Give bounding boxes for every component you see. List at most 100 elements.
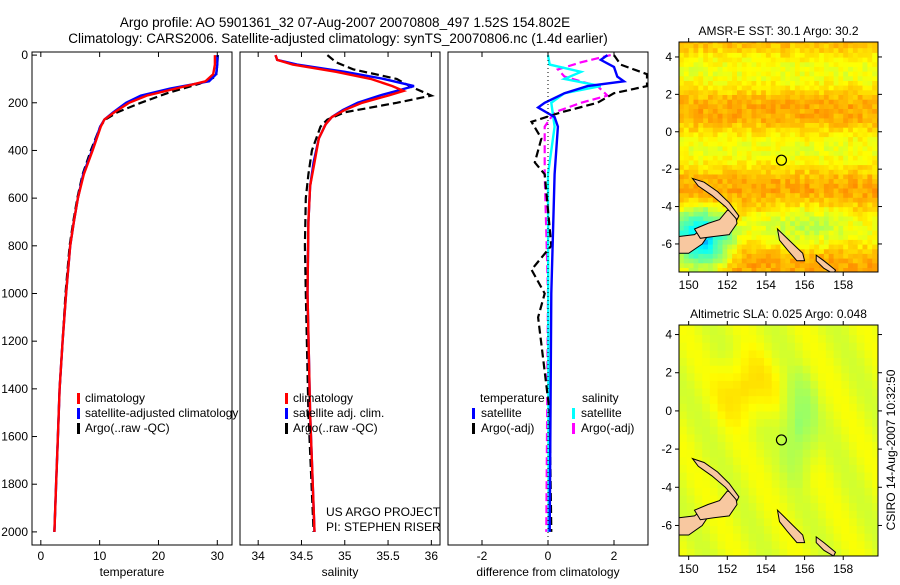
heatmap-cell [857, 80, 864, 86]
heatmap-cell [688, 225, 695, 231]
heatmap-cell [819, 141, 825, 147]
heatmap-cell [849, 494, 858, 504]
heatmap-cell [741, 103, 748, 109]
heatmap-cell [794, 365, 804, 374]
heatmap-cell [872, 229, 878, 236]
heatmap-cell [688, 262, 695, 268]
heatmap-cell [872, 325, 878, 328]
heatmap-cell [804, 150, 810, 156]
heatmap-cell [802, 325, 811, 328]
heatmap-cell [748, 372, 757, 381]
heatmap-cell [709, 494, 719, 504]
heatmap-cell [818, 517, 827, 526]
heatmap-cell [775, 262, 781, 268]
heatmap-cell [819, 122, 825, 128]
heatmap-cell [746, 173, 752, 180]
heatmap-cell [867, 220, 873, 226]
heatmap-cell [867, 253, 873, 259]
heatmap-cell [712, 150, 719, 156]
heatmap-cell [856, 326, 865, 336]
heatmap-cell [686, 403, 695, 412]
heatmap-cell [709, 395, 719, 404]
heatmap-cell [843, 220, 849, 226]
heatmap-cell [799, 197, 806, 203]
heatmap-cell [872, 472, 878, 481]
heatmap-cell [833, 479, 842, 488]
heatmap-cell [814, 42, 820, 49]
heatmap-cell [794, 169, 801, 175]
heatmap-cell [794, 99, 801, 105]
heatmap-cell [733, 395, 742, 404]
heatmap-cell [748, 525, 757, 534]
heatmap-cell [712, 211, 719, 217]
heatmap-cell [693, 192, 699, 198]
heatmap-cell [804, 99, 810, 105]
heatmap-cell [833, 234, 839, 240]
heatmap-cell [717, 258, 723, 264]
heatmap-cell [794, 380, 804, 389]
heatmap-cell [864, 433, 873, 442]
heatmap-cell [737, 66, 743, 72]
x-axis-label: temperature [100, 565, 165, 579]
heatmap-cell [828, 197, 835, 203]
heatmap-cell [764, 502, 773, 511]
series-line-climatology [274, 54, 408, 532]
heatmap-cell [848, 108, 854, 114]
heatmap-cell [727, 52, 733, 58]
x-tick-label: 0 [37, 549, 44, 563]
heatmap-cell [867, 225, 873, 231]
heatmap-cell [787, 487, 796, 496]
heatmap-cell [693, 253, 699, 259]
heatmap-cell [814, 127, 820, 133]
heatmap-cell [756, 426, 765, 435]
heatmap-cell [862, 66, 868, 72]
heatmap-cell [732, 253, 738, 259]
heatmap-cell [838, 267, 844, 272]
heatmap-cell [761, 267, 767, 272]
heatmap-cell [725, 548, 734, 556]
heatmap-cell [764, 510, 773, 519]
heatmap-cell [819, 150, 825, 156]
heatmap-cell [785, 192, 791, 198]
heatmap-cell [683, 57, 690, 63]
heatmap-cell [872, 220, 878, 226]
heatmap-cell [740, 441, 750, 450]
heatmap-cell [867, 192, 873, 198]
heatmap-cell [686, 326, 695, 336]
heatmap-cell [785, 61, 791, 67]
heatmap-cell [864, 525, 873, 534]
heatmap-cell [857, 42, 864, 44]
heatmap-cell [751, 89, 757, 95]
heatmap-cell [841, 464, 850, 473]
heatmap-cell [790, 192, 796, 198]
heatmap-cell [862, 201, 868, 208]
heatmap-cell [810, 441, 819, 450]
heatmap-cell [857, 150, 864, 156]
heatmap-cell [756, 510, 765, 519]
heatmap-cell [771, 433, 780, 442]
heatmap-cell [775, 103, 781, 109]
heatmap-cell [693, 183, 699, 189]
heatmap-cell [818, 456, 827, 465]
heatmap-cell [862, 131, 868, 138]
heatmap-cell [761, 47, 767, 53]
heatmap-cell [814, 248, 820, 254]
heatmap-cell [814, 47, 820, 53]
heatmap-cell [864, 487, 873, 496]
heatmap-cell [756, 197, 762, 203]
heatmap-cell [679, 192, 685, 198]
heatmap-cell [698, 52, 704, 58]
heatmap-cell [694, 449, 703, 458]
heatmap-cell [748, 349, 757, 358]
heatmap-cell [765, 206, 772, 212]
heatmap-cell [785, 159, 791, 166]
heatmap-cell [780, 248, 786, 254]
heatmap-cell [679, 479, 688, 488]
heatmap-cell [770, 61, 777, 67]
heatmap-cell [756, 42, 762, 49]
heatmap-cell [849, 326, 858, 336]
heatmap-cell [833, 75, 839, 81]
heatmap-cell [737, 164, 743, 170]
heatmap-cell [810, 357, 819, 366]
heatmap-cell [779, 540, 788, 549]
